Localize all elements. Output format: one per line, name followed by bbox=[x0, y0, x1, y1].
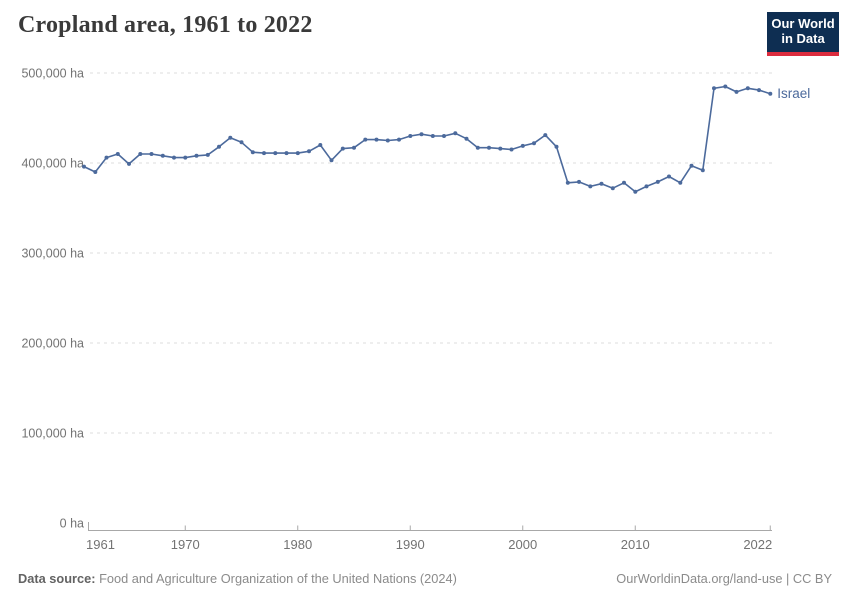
data-point[interactable] bbox=[689, 163, 694, 168]
owid-logo[interactable]: Our World in Data bbox=[767, 12, 839, 56]
data-point[interactable] bbox=[205, 152, 210, 157]
data-point[interactable] bbox=[610, 186, 615, 191]
data-point[interactable] bbox=[138, 152, 143, 156]
data-point[interactable] bbox=[149, 152, 154, 156]
data-point[interactable] bbox=[217, 144, 221, 149]
data-point[interactable] bbox=[565, 180, 570, 185]
data-point[interactable] bbox=[644, 184, 649, 189]
owid-logo-line1: Our World bbox=[771, 16, 835, 31]
x-axis-tick-label: 2010 bbox=[621, 537, 650, 552]
data-point[interactable] bbox=[475, 145, 480, 150]
data-point[interactable] bbox=[127, 161, 131, 166]
data-point[interactable] bbox=[768, 91, 773, 96]
data-point[interactable] bbox=[385, 138, 390, 143]
data-point[interactable] bbox=[115, 152, 120, 156]
data-point[interactable] bbox=[194, 153, 199, 158]
data-point[interactable] bbox=[172, 155, 176, 160]
data-point[interactable] bbox=[723, 84, 728, 89]
data-point[interactable] bbox=[655, 179, 660, 184]
x-axis-tick-label: 1980 bbox=[283, 537, 312, 552]
data-source-text: Food and Agriculture Organization of the… bbox=[95, 571, 457, 586]
data-point[interactable] bbox=[588, 184, 593, 189]
data-point[interactable] bbox=[160, 153, 165, 158]
data-point[interactable] bbox=[318, 143, 323, 147]
data-source-note: Data source: Food and Agriculture Organi… bbox=[18, 571, 457, 586]
data-point[interactable] bbox=[363, 137, 368, 142]
data-point[interactable] bbox=[734, 89, 739, 94]
series-label-israel[interactable]: Israel bbox=[777, 86, 810, 101]
data-point[interactable] bbox=[93, 170, 98, 174]
data-point[interactable] bbox=[262, 151, 266, 156]
y-axis-tick-label: 100,000 ha bbox=[21, 427, 84, 441]
data-point[interactable] bbox=[745, 86, 750, 91]
data-point[interactable] bbox=[104, 155, 109, 160]
data-point[interactable] bbox=[464, 136, 469, 141]
x-axis-tick-label: 1990 bbox=[396, 537, 425, 552]
data-point[interactable] bbox=[352, 145, 356, 150]
data-point[interactable] bbox=[419, 132, 424, 137]
data-point[interactable] bbox=[678, 180, 683, 185]
data-point[interactable] bbox=[408, 134, 413, 138]
data-point[interactable] bbox=[239, 140, 244, 145]
data-point[interactable] bbox=[273, 151, 278, 156]
data-point[interactable] bbox=[667, 174, 671, 179]
data-point[interactable] bbox=[430, 134, 435, 138]
data-point[interactable] bbox=[487, 145, 491, 150]
data-point[interactable] bbox=[712, 86, 716, 91]
y-axis-tick-label: 0 ha bbox=[60, 517, 84, 531]
data-point[interactable] bbox=[442, 134, 446, 138]
data-point[interactable] bbox=[509, 147, 514, 152]
data-point[interactable] bbox=[577, 179, 581, 184]
data-source-label: Data source: bbox=[18, 571, 96, 586]
x-axis-tick-label: 1961 bbox=[86, 537, 115, 552]
chart-footer: Data source: Food and Agriculture Organi… bbox=[18, 571, 832, 586]
data-point[interactable] bbox=[183, 155, 188, 160]
data-point[interactable] bbox=[633, 189, 638, 194]
page-title: Cropland area, 1961 to 2022 bbox=[18, 12, 313, 38]
data-point[interactable] bbox=[374, 137, 379, 142]
x-axis-tick-label: 1970 bbox=[171, 537, 200, 552]
y-axis-tick-label: 500,000 ha bbox=[21, 67, 84, 81]
x-axis-tick-label: 2000 bbox=[508, 537, 537, 552]
data-point[interactable] bbox=[543, 133, 548, 138]
data-point[interactable] bbox=[307, 149, 311, 154]
data-point[interactable] bbox=[520, 143, 525, 148]
data-point[interactable] bbox=[599, 181, 604, 186]
data-point[interactable] bbox=[228, 135, 233, 140]
data-point[interactable] bbox=[532, 141, 536, 146]
y-axis-tick-label: 200,000 ha bbox=[21, 337, 84, 351]
owid-logo-line2: in Data bbox=[781, 31, 825, 46]
data-point[interactable] bbox=[295, 151, 300, 156]
data-point[interactable] bbox=[82, 164, 86, 169]
data-point[interactable] bbox=[340, 146, 345, 151]
data-point[interactable] bbox=[757, 88, 761, 93]
owid-credit-link[interactable]: OurWorldinData.org/land-use | CC BY bbox=[616, 571, 832, 586]
data-point[interactable] bbox=[329, 158, 334, 163]
data-point[interactable] bbox=[397, 137, 401, 142]
data-point[interactable] bbox=[622, 180, 626, 185]
data-point[interactable] bbox=[498, 146, 503, 151]
data-point[interactable] bbox=[453, 131, 458, 136]
y-axis-tick-label: 300,000 ha bbox=[21, 247, 84, 261]
data-point[interactable] bbox=[250, 150, 255, 155]
y-axis-tick-label: 400,000 ha bbox=[21, 157, 84, 171]
data-point[interactable] bbox=[554, 144, 559, 149]
x-axis-tick-label: 2022 bbox=[743, 537, 772, 552]
data-point[interactable] bbox=[284, 151, 289, 156]
data-point[interactable] bbox=[700, 168, 705, 173]
